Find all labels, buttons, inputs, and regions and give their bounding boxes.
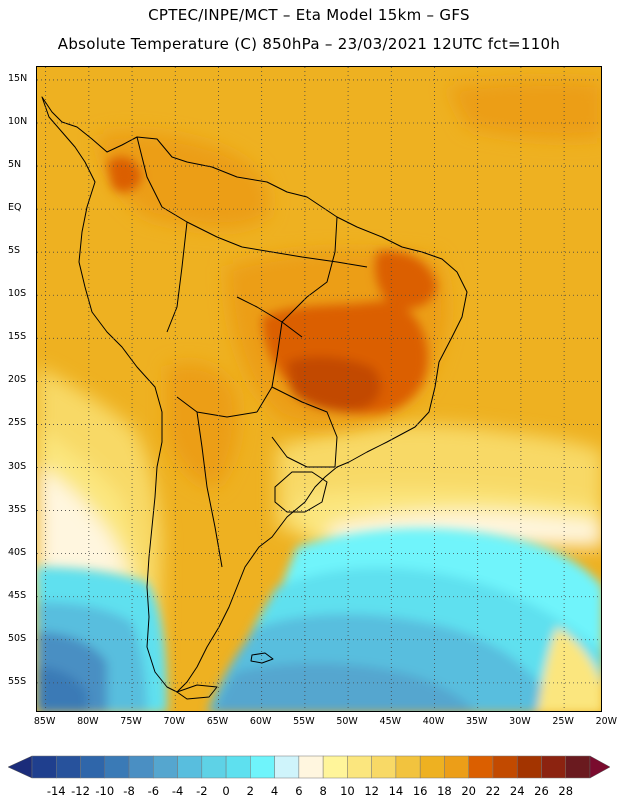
colorbar-label: -4 — [171, 784, 184, 798]
colorbar-label: -8 — [123, 784, 135, 798]
colorbar-label: 2 — [246, 784, 254, 798]
lat-label: EQ — [8, 202, 22, 214]
colorbar-swatch — [177, 755, 203, 779]
colorbar-swatch — [371, 755, 397, 779]
colorbar-label: 12 — [364, 784, 379, 798]
colorbar-swatch — [322, 755, 348, 779]
colorbar-swatch — [80, 755, 106, 779]
lon-label: 45W — [379, 716, 402, 727]
lat-label: 30S — [8, 460, 27, 472]
lat-label: 25S — [8, 417, 27, 429]
tierra-del-fuego-outline — [176, 684, 218, 700]
colorbar-label: 20 — [461, 784, 476, 798]
field-warm-andes-north — [97, 131, 270, 229]
field-warm-chaco — [167, 363, 239, 487]
colorbar-label: 8 — [319, 784, 327, 798]
lat-label: 35S — [8, 503, 27, 515]
colorbar-label: -12 — [71, 784, 90, 798]
colorbar-swatch — [565, 755, 591, 779]
map-subtitle: Absolute Temperature (C) 850hPa – 23/03/… — [57, 35, 561, 53]
lat-label: 15N — [8, 72, 28, 84]
colorbar-swatch — [31, 755, 57, 779]
colorbar-swatch — [274, 755, 300, 779]
falklands-outline — [250, 652, 274, 664]
colorbar-swatch — [298, 755, 324, 779]
colorbar-swatch — [541, 755, 566, 779]
colorbar-arrow-right — [589, 755, 611, 779]
lat-label: 45S — [8, 589, 27, 601]
field-warm-southeast-edge — [537, 627, 601, 711]
colorbar — [7, 755, 611, 779]
field-warm-north — [447, 79, 601, 139]
lat-label: 15S — [8, 331, 27, 343]
lat-label: 55S — [8, 675, 27, 687]
field-cold-pacific-darkest — [37, 667, 87, 711]
lon-label: 40W — [422, 716, 445, 727]
lon-label: 80W — [77, 716, 99, 727]
colorbar-label: 4 — [270, 784, 279, 798]
lon-label: 85W — [33, 716, 56, 727]
colorbar-swatch — [56, 755, 81, 779]
lat-label: 40S — [8, 546, 27, 558]
colorbar-swatch — [225, 755, 251, 779]
lat-label: 20S — [8, 374, 27, 386]
lon-label: 35W — [465, 716, 488, 727]
colorbar-label: 6 — [295, 784, 303, 798]
colorbar-label: 22 — [485, 784, 501, 798]
colorbar-swatch — [444, 755, 469, 779]
colorbar-swatch — [128, 755, 154, 779]
colorbar-swatch — [201, 755, 227, 779]
field-hot-northeast — [375, 251, 437, 309]
colorbar-label: 16 — [412, 784, 428, 798]
colorbar-label: 18 — [437, 784, 452, 798]
map-title: CPTEC/INPE/MCT – Eta Model 15km – GFS — [148, 6, 470, 24]
lat-label: 50S — [8, 632, 27, 644]
coastlines — [41, 96, 468, 700]
field-cold-deep — [213, 662, 476, 711]
lon-label: 50W — [336, 716, 358, 727]
colorbar-swatch — [250, 755, 275, 779]
colorbar-label: -2 — [196, 784, 208, 798]
lon-label: 25W — [552, 716, 574, 727]
temperature-map — [37, 67, 601, 711]
colorbar-label: -10 — [95, 784, 115, 798]
colorbar-swatch — [347, 755, 372, 779]
colorbar-swatch — [104, 755, 130, 779]
field-cream-pacific — [37, 467, 132, 577]
country-borders — [136, 136, 368, 568]
lat-label: 10N — [8, 115, 28, 127]
colorbar-label: 0 — [222, 784, 230, 798]
colorbar-arrow-left — [7, 755, 33, 779]
colorbar-label: -14 — [46, 784, 66, 798]
map-frame — [36, 66, 602, 712]
uruguay-outline — [274, 471, 328, 513]
lon-label: 30W — [509, 716, 531, 727]
colorbar-label: 14 — [388, 784, 404, 798]
colorbar-swatch — [468, 755, 494, 779]
colorbar-label: 28 — [558, 784, 574, 798]
lon-label: 70W — [163, 716, 185, 727]
lat-label: 10S — [8, 288, 27, 300]
south-america-coastline — [41, 96, 468, 693]
colorbar-label: 26 — [534, 784, 549, 798]
field-hotter-core — [287, 356, 381, 412]
lon-label: 20W — [595, 716, 618, 727]
colorbar-swatch — [492, 755, 518, 779]
colorbar-swatch — [516, 755, 542, 779]
lat-label: 5N — [8, 159, 22, 171]
lon-label: 60W — [249, 716, 272, 727]
lon-label: 55W — [293, 716, 315, 727]
lon-label: 65W — [206, 716, 229, 727]
colorbar-swatch — [419, 755, 445, 779]
colorbar-label: -6 — [147, 784, 160, 798]
lat-label: 5S — [8, 245, 21, 257]
lon-label: 75W — [120, 716, 142, 727]
colorbar-label: 24 — [509, 784, 525, 798]
colorbar-swatch — [395, 755, 421, 779]
colorbar-swatch — [153, 755, 178, 779]
colorbar-label: 10 — [340, 784, 355, 798]
